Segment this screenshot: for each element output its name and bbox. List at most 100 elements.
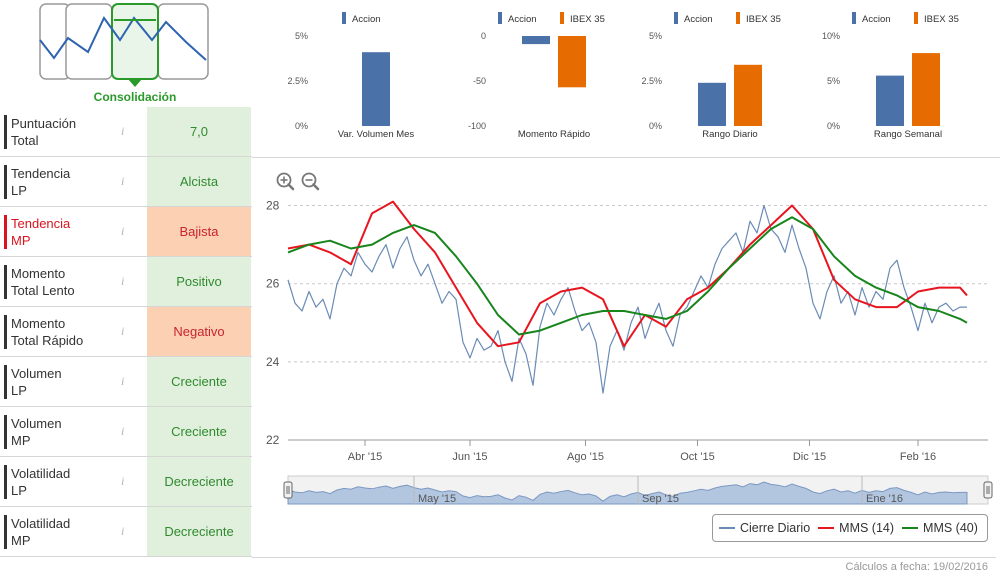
mini-legend-swatch <box>674 12 678 24</box>
price-series[interactable] <box>287 204 967 394</box>
metric-row: Tendencia LP i Alcista <box>0 157 252 207</box>
metric-label-line1: Tendencia <box>11 166 71 181</box>
mini-bar-accion[interactable] <box>522 36 550 45</box>
info-icon[interactable]: i <box>121 274 125 288</box>
consolidacion-logo: Consolidación <box>39 3 209 104</box>
metric-value: Creciente <box>147 357 251 406</box>
metric-row: Momento Total Rápido i Negativo <box>0 307 252 357</box>
metric-label-line2: Total Rápido <box>11 333 84 348</box>
metric-label: Volumen MP <box>11 415 121 449</box>
info-icon[interactable]: i <box>121 224 125 238</box>
mini-bar-accion[interactable] <box>876 75 904 126</box>
mini-legend-swatch <box>914 12 918 24</box>
info-icon[interactable]: i <box>121 324 125 338</box>
x-tick-label: Feb '16 <box>900 451 936 463</box>
zoom-out-icon[interactable] <box>301 172 320 191</box>
mms40-series[interactable] <box>287 216 968 336</box>
mini-legend-label[interactable]: IBEX 35 <box>746 14 781 25</box>
legend-item[interactable]: MMS (14) <box>818 521 894 535</box>
metric-row-marker <box>4 315 7 349</box>
mini-chart-title: Rango Diario <box>702 129 757 140</box>
mini-ytick: 0% <box>649 121 662 131</box>
mini-ytick: 0% <box>827 121 840 131</box>
logo-panel-3 <box>157 3 209 80</box>
info-icon[interactable]: i <box>121 424 125 438</box>
x-tick-label: Ago '15 <box>567 451 604 463</box>
x-tick-label: Oct '15 <box>680 451 715 463</box>
mini-ytick: 2.5% <box>641 76 662 86</box>
mini-chart: 5% 2.5% 0% Accion Var. Volumen Mes <box>287 12 415 140</box>
x-tick-label: Dic '15 <box>793 451 826 463</box>
metric-value: Creciente <box>147 407 251 456</box>
mini-charts-area: 5% 2.5% 0% Accion Var. Volumen Mes 0 -50 -100 Ac… <box>252 0 1000 158</box>
mini-legend-swatch <box>498 12 502 24</box>
navigator-label: Sep '15 <box>642 493 679 505</box>
metric-label-line1: Volumen <box>11 416 62 431</box>
navigator-left-handle[interactable] <box>283 481 293 499</box>
metric-value: 7,0 <box>147 107 251 156</box>
mini-legend-swatch <box>342 12 346 24</box>
mini-chart-title: Var. Volumen Mes <box>338 129 415 140</box>
metric-row-marker <box>4 165 7 199</box>
logo-label: Consolidación <box>94 90 177 104</box>
metric-label-line2: LP <box>11 483 27 498</box>
metric-label: Momento Total Rápido <box>11 315 121 349</box>
mini-bar-ibex[interactable] <box>734 64 762 126</box>
mini-legend-label[interactable]: Accion <box>352 14 381 25</box>
metric-row: Volumen MP i Creciente <box>0 407 252 457</box>
metric-value: Bajista <box>147 207 251 256</box>
mini-bar-ibex[interactable] <box>912 53 940 126</box>
mini-ytick: 5% <box>295 31 308 41</box>
calc-date-footer: Cálculos a fecha: 19/02/2016 <box>845 561 989 573</box>
mini-legend-label[interactable]: IBEX 35 <box>924 14 959 25</box>
navigator-right-handle[interactable] <box>983 481 993 499</box>
metric-label: Momento Total Lento <box>11 265 121 299</box>
mini-ytick: 0% <box>295 121 308 131</box>
mini-ytick: -50 <box>473 76 486 86</box>
metric-label-line2: LP <box>11 183 27 198</box>
legend-item[interactable]: MMS (40) <box>902 521 978 535</box>
mini-ytick: -100 <box>468 121 486 131</box>
info-icon[interactable]: i <box>121 174 125 188</box>
mini-ytick: 0 <box>481 31 486 41</box>
info-icon[interactable]: i <box>121 124 125 138</box>
zoom-in-icon[interactable] <box>276 172 295 191</box>
mini-legend-label[interactable]: IBEX 35 <box>570 14 605 25</box>
metric-row: Volatilidad LP i Decreciente <box>0 457 252 507</box>
info-icon[interactable]: i <box>121 474 125 488</box>
metric-row-marker <box>4 415 7 449</box>
metric-label-line2: LP <box>11 383 27 398</box>
mms14-series[interactable] <box>287 200 968 348</box>
metric-label-line2: MP <box>11 533 31 548</box>
legend-label: Cierre Diario <box>740 521 811 535</box>
metric-value: Positivo <box>147 257 251 306</box>
info-icon[interactable]: i <box>121 524 125 538</box>
mini-legend-label[interactable]: Accion <box>508 14 537 25</box>
metric-row-marker <box>4 265 7 299</box>
mini-legend-label[interactable]: Accion <box>862 14 891 25</box>
metric-label: Volatilidad LP <box>11 465 121 499</box>
legend-item[interactable]: Cierre Diario <box>719 521 810 535</box>
mini-bar-accion[interactable] <box>362 52 390 127</box>
info-icon[interactable]: i <box>121 374 125 388</box>
x-tick-label: Jun '15 <box>452 451 487 463</box>
navigator[interactable]: May '15 Sep '15 Ene '16 <box>283 475 993 505</box>
metric-row-marker <box>4 515 7 549</box>
mini-bar-ibex[interactable] <box>558 36 586 88</box>
metric-label: Tendencia LP <box>11 165 121 199</box>
mini-bar-accion[interactable] <box>698 82 726 126</box>
metric-label: Puntuación Total <box>11 115 121 149</box>
price-chart: 28 26 24 22 Abr '15 Jun '15 Ago '15 Oct '15 Dic … <box>266 172 993 505</box>
metric-label-line2: MP <box>11 233 31 248</box>
mini-chart: 5% 2.5% 0% Accion IBEX 35 Rango Diario <box>641 12 781 140</box>
mini-legend-label[interactable]: Accion <box>684 14 713 25</box>
navigator-label: Ene '16 <box>866 493 903 505</box>
chart-legend[interactable]: Cierre Diario MMS (14) MMS (40) <box>712 514 988 542</box>
metric-label-line2: Total <box>11 133 39 148</box>
mini-ytick: 2.5% <box>287 76 308 86</box>
mini-chart-title: Rango Semanal <box>874 129 942 140</box>
metric-label-line1: Momento <box>11 266 66 281</box>
metric-label-line1: Momento <box>11 316 66 331</box>
navigator-series <box>287 481 968 505</box>
logo-trend-line <box>39 16 207 61</box>
